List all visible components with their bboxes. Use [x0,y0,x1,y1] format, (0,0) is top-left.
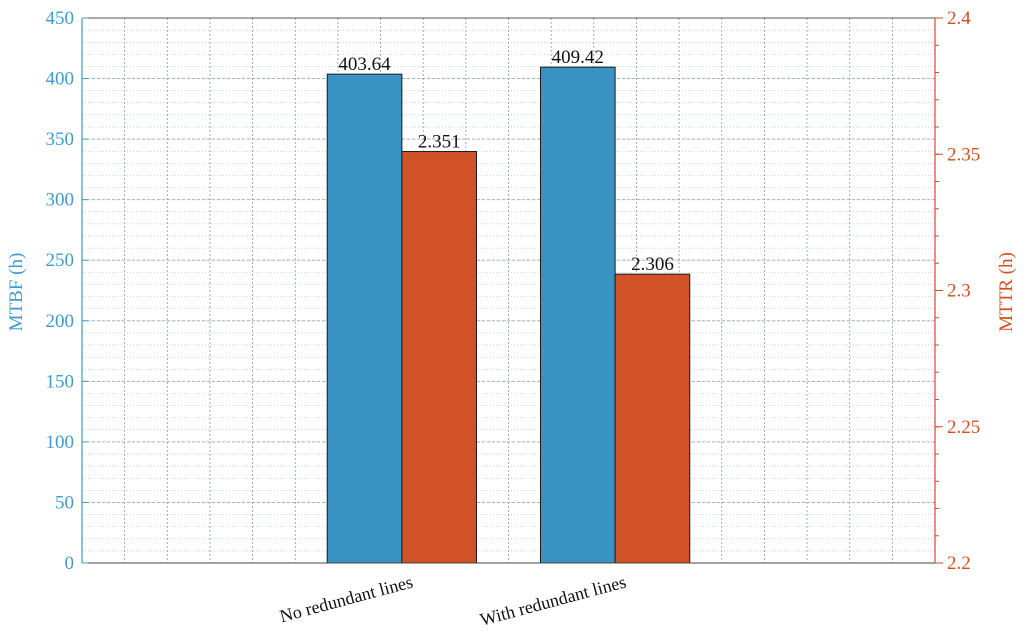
right-tick-label: 2.2 [947,553,971,574]
right-y-axis: 2.2 2.25 2.3 2.35 2.4 [935,8,980,574]
left-y-axis: 0 50 100 150 200 250 300 350 400 450 [46,8,88,574]
data-labels: 403.64 2.351 409.42 2.306 [338,47,673,275]
left-tick-label: 100 [46,432,75,453]
bar-right-0 [401,151,478,564]
data-label: 409.42 [552,47,604,68]
left-tick-label: 350 [46,129,75,150]
data-label: 403.64 [338,54,391,75]
x-axis: No redundant lines With redundant lines [277,572,628,630]
bars [326,66,691,564]
left-tick-label: 0 [65,553,75,574]
bar-left-0 [326,73,403,564]
right-tick-label: 2.3 [947,281,971,302]
data-label: 2.306 [631,254,674,275]
left-y-axis-label: MTBF (h) [6,253,27,332]
right-y-axis-label: MTTR (h) [996,252,1017,332]
left-tick-label: 450 [46,8,75,29]
bar-left-1 [539,66,616,564]
x-tick-label: With redundant lines [478,572,628,630]
left-tick-label: 150 [46,371,75,392]
left-tick-label: 200 [46,311,75,332]
left-tick-label: 400 [46,69,75,90]
left-tick-label: 50 [55,492,74,513]
grid [82,17,935,564]
bar-right-1 [614,273,691,564]
data-label: 2.351 [418,132,461,153]
left-tick-label: 250 [46,250,75,271]
left-tick-label: 300 [46,190,75,211]
x-tick-label: No redundant lines [277,572,414,627]
right-tick-label: 2.4 [947,8,971,29]
right-tick-label: 2.25 [947,417,980,438]
right-tick-label: 2.35 [947,144,980,165]
